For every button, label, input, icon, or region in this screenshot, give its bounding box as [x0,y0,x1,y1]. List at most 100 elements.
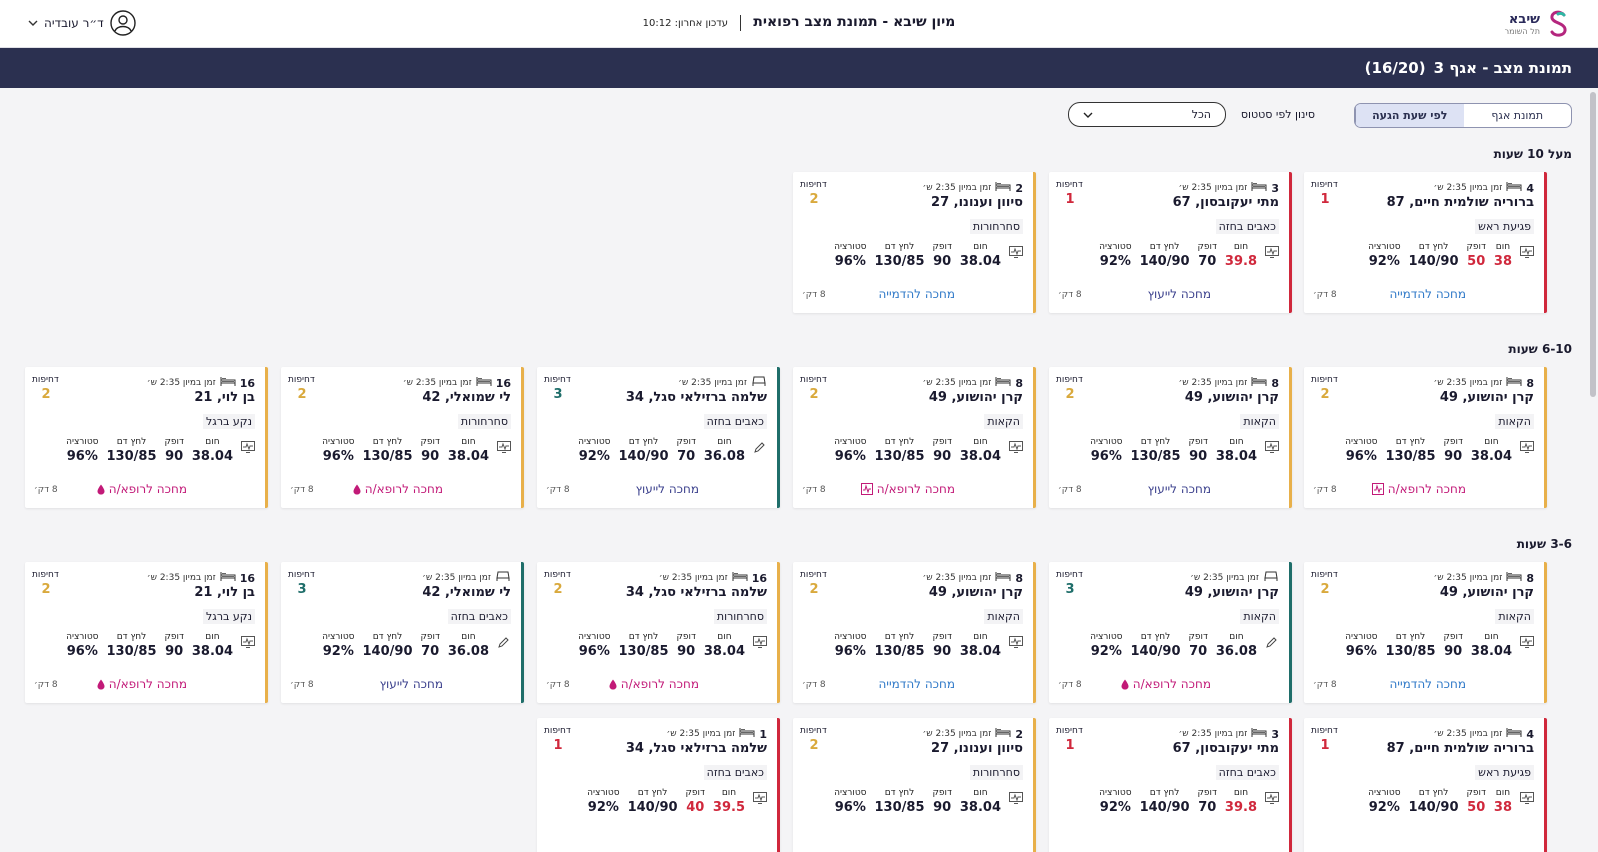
view-toggle[interactable]: תמונת אגף לפי שעת הגעה [1354,103,1572,128]
patient-card[interactable]: זמן במיון 2:35 ש׳ לי שמואלי, 42 כאבים בחזה… [281,562,524,703]
vital-value: 90 [677,644,696,659]
vital-2: לחץ דם 140/90 [1140,242,1190,269]
vital-0: חום 36.08 [448,632,489,659]
waiting-status[interactable]: מחכה להדמייה [1389,287,1466,301]
patient-card[interactable]: 8 זמן במיון 2:35 ש׳ קרן יהושוע, 49 הקאות דחי… [1304,562,1547,703]
urgency-value: 3 [553,387,563,402]
waiting-status[interactable]: מחכה לרופא/ה [97,482,187,496]
bed-info: 3 זמן במיון 2:35 ש׳ [1179,727,1280,741]
patient-card[interactable]: 8 זמן במיון 2:35 ש׳ קרן יהושוע, 49 הקאות דחי… [793,562,1036,703]
waiting-status-label: מחכה לרופא/ה [108,482,187,496]
waiting-status[interactable]: מחכה לרופא/ה [860,482,955,496]
vitals: חום 38.04 דופק 90 לחץ דם 130/85 סטורציה 96% [834,242,1001,269]
waiting-status[interactable]: מחכה לרופא/ה [1371,482,1466,496]
patient-card[interactable]: 8 זמן במיון 2:35 ש׳ קרן יהושוע, 49 הקאות דחי… [1049,367,1292,508]
vital-value: 130/85 [1130,449,1181,464]
waiting-status[interactable]: מחכה לרופא/ה [97,677,187,691]
urgency-label: דחיפות [32,375,59,385]
chief-complaint: הקאות [984,609,1023,624]
chief-complaint: פגיעת ראש [1475,219,1534,234]
status-filter-select[interactable]: הכל [1068,102,1226,127]
patient-card[interactable]: 16 זמן במיון 2:35 ש׳ שלמה ברזילאי סגל, 34 ס… [537,562,780,703]
patient-card[interactable]: 3 זמן במיון 2:35 ש׳ מתי יעקובסון, 67 כאבים … [1049,172,1292,313]
vital-label: חום [1495,788,1511,798]
user-avatar-icon[interactable] [109,10,136,36]
urgency-label: דחיפות [1056,726,1083,736]
vital-1: דופק 90 [933,437,952,464]
vital-label: דופק [676,632,696,642]
waiting-status[interactable]: מחכה לרופא/ה [609,677,699,691]
patient-card[interactable]: 3 זמן במיון 2:35 ש׳ מתי יעקובסון, 67 כאבים … [1049,718,1292,852]
vital-label: דופק [676,437,696,447]
vital-3: סטורציה 92% [1099,788,1131,815]
vital-3: סטורציה 96% [578,632,610,659]
vital-value: 38.04 [959,644,1001,659]
vital-value: 96% [322,449,354,464]
chief-complaint: סחרחורות [713,609,767,624]
scrollbar-thumb[interactable] [1590,92,1596,397]
tab-by-arrival[interactable]: לפי שעת הגעה [1355,104,1464,127]
chief-complaint: סחרחורות [969,219,1023,234]
tab-ward-view[interactable]: תמונת אגף [1491,109,1544,122]
vital-1: דופק 70 [677,437,696,464]
chevron-down-icon[interactable] [28,18,38,28]
vital-label: חום [973,788,988,798]
patient-name: קרן יהושוע, 49 [1184,585,1279,600]
urgency-value: 2 [297,387,307,402]
patient-card[interactable]: זמן במיון 2:35 ש׳ קרן יהושוע, 49 הקאות דחיפ… [1049,562,1292,703]
patient-card[interactable]: 16 זמן במיון 2:35 ש׳ בן לוי, 21 נקע ברגל דחי… [25,562,268,703]
waiting-status[interactable]: מחכה לייעוץ [1148,482,1211,496]
patient-card[interactable]: 8 זמן במיון 2:35 ש׳ קרן יהושוע, 49 הקאות דחי… [1304,367,1547,508]
vital-1: דופק 90 [677,632,696,659]
vital-label: לחץ דם [637,788,668,798]
waiting-minutes: 8 דק׳ [290,680,314,690]
patient-card[interactable]: 4 זמן במיון 2:35 ש׳ ברוריה שולמית חיים, 87… [1304,718,1547,852]
drop-icon [353,484,361,495]
vitals: חום 38.04 דופק 90 לחץ דם 130/85 סטורציה 96% [66,632,233,659]
vital-value: 90 [933,800,952,815]
vitals: חום 36.08 דופק 70 לחץ דם 140/90 סטורציה 92% [578,437,745,464]
vital-value: 130/85 [874,254,925,269]
time-in-er: זמן במיון 2:35 ש׳ [1178,378,1248,388]
waiting-status[interactable]: מחכה לייעוץ [1148,287,1211,301]
vital-2: לחץ דם 130/85 [619,632,669,659]
patient-card[interactable]: 2 זמן במיון 2:35 ש׳ סיוון וענונו, 27 סחרחור… [793,172,1036,313]
bed-icon [995,376,1011,390]
waiting-status[interactable]: מחכה לייעוץ [380,677,443,691]
chief-complaint: פגיעת ראש [1475,765,1534,780]
patient-card[interactable]: 8 זמן במיון 2:35 ש׳ קרן יהושוע, 49 הקאות דחי… [793,367,1036,508]
waiting-minutes: 8 דק׳ [546,485,570,495]
waiting-status[interactable]: מחכה לרופא/ה [1121,677,1211,691]
waiting-status[interactable]: מחכה להדמייה [878,677,955,691]
vital-label: חום [1229,437,1244,447]
vital-value: 130/85 [106,449,157,464]
patient-card[interactable]: 1 זמן במיון 2:35 ש׳ שלמה ברזילאי סגל, 34 כא… [537,718,780,852]
patient-card[interactable]: 2 זמן במיון 2:35 ש׳ סיוון וענונו, 27 סחרחור… [793,718,1036,852]
patient-card[interactable]: 4 זמן במיון 2:35 ש׳ ברוריה שולמית חיים, 87… [1304,172,1547,313]
urgency-value: 1 [1320,192,1330,207]
waiting-status[interactable]: מחכה להדמייה [878,287,955,301]
vital-3: סטורציה 92% [587,788,619,815]
patient-card[interactable]: 16 זמן במיון 2:35 ש׳ בן לוי, 21 נקע ברגל דחי… [25,367,268,508]
patient-card[interactable]: זמן במיון 2:35 ש׳ שלמה ברזילאי סגל, 34 כאב… [537,367,780,508]
bed-icon [995,727,1011,741]
user-menu[interactable]: ד״ר עובדיה [28,10,136,36]
status-filter-label: סינון לפי סטטוס [1240,108,1315,121]
bed-info: 4 זמן במיון 2:35 ש׳ [1434,727,1535,741]
vital-value: 96% [1345,644,1377,659]
urgency-label: דחיפות [800,570,827,580]
urgency-value: 2 [1320,582,1330,597]
waiting-status[interactable]: מחכה לרופא/ה [353,482,443,496]
bed-info: זמן במיון 2:35 ש׳ [422,571,511,585]
vital-label: חום [721,788,737,798]
sheba-logo[interactable]: שיבא תל השומר [1505,8,1572,40]
vital-2: לחץ דם 130/85 [1386,632,1436,659]
waiting-status[interactable]: מחכה לייעוץ [636,482,699,496]
ecg-icon [1371,483,1384,495]
bed-icon [739,727,755,741]
vital-value: 140/90 [1408,254,1459,269]
waiting-status[interactable]: מחכה להדמייה [1389,677,1466,691]
urgency-value: 2 [553,582,563,597]
patient-card[interactable]: 16 זמן במיון 2:35 ש׳ לי שמואלי, 42 סחרחורות… [281,367,524,508]
vitals: חום 38.04 דופק 90 לחץ דם 130/85 סטורציה 96% [834,788,1001,815]
